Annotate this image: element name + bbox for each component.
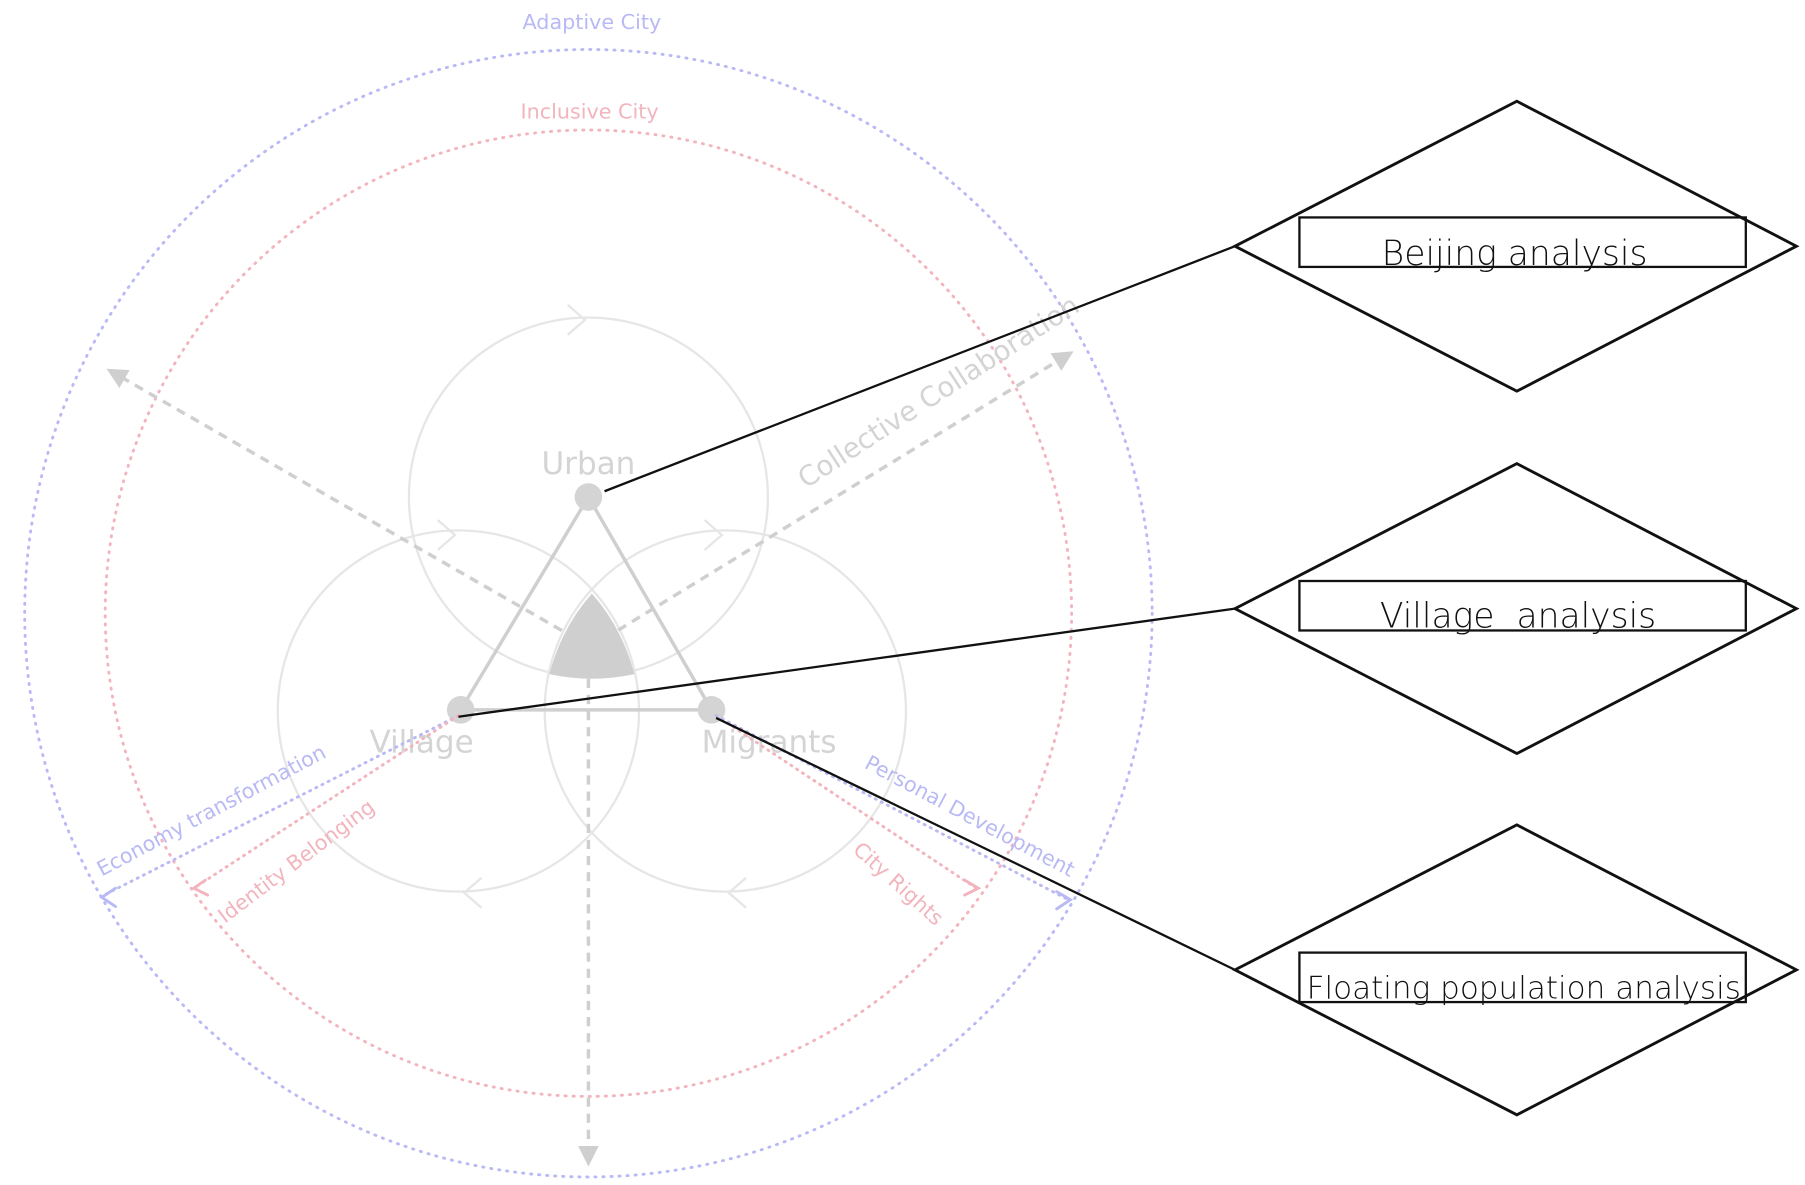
collab-label: Collective Collaboration bbox=[792, 288, 1085, 494]
village-label: Village bbox=[369, 724, 473, 760]
adaptive-ring bbox=[23, 48, 1154, 1179]
axes bbox=[106, 351, 1074, 1167]
core bbox=[549, 593, 635, 679]
identity-label: Identity Belonging bbox=[213, 795, 379, 928]
rights-label: City Rights bbox=[849, 837, 949, 930]
urban-label: Urban bbox=[541, 446, 635, 482]
inclusive-ring bbox=[103, 128, 1074, 1098]
inclusive-label: Inclusive City bbox=[521, 100, 659, 124]
personal-label: Personal Development bbox=[861, 751, 1079, 882]
panel-title: Floating population analysis bbox=[1307, 970, 1741, 1006]
spokes bbox=[99, 714, 1074, 911]
node bbox=[446, 696, 475, 724]
triangle bbox=[457, 493, 715, 712]
panel-title: Beijing analysis bbox=[1382, 234, 1648, 274]
panels bbox=[1231, 99, 1800, 1117]
connectors bbox=[458, 245, 1236, 971]
panel-title: Village analysis bbox=[1380, 596, 1656, 636]
node bbox=[574, 483, 603, 511]
adaptive-label: Adaptive City bbox=[523, 10, 662, 34]
